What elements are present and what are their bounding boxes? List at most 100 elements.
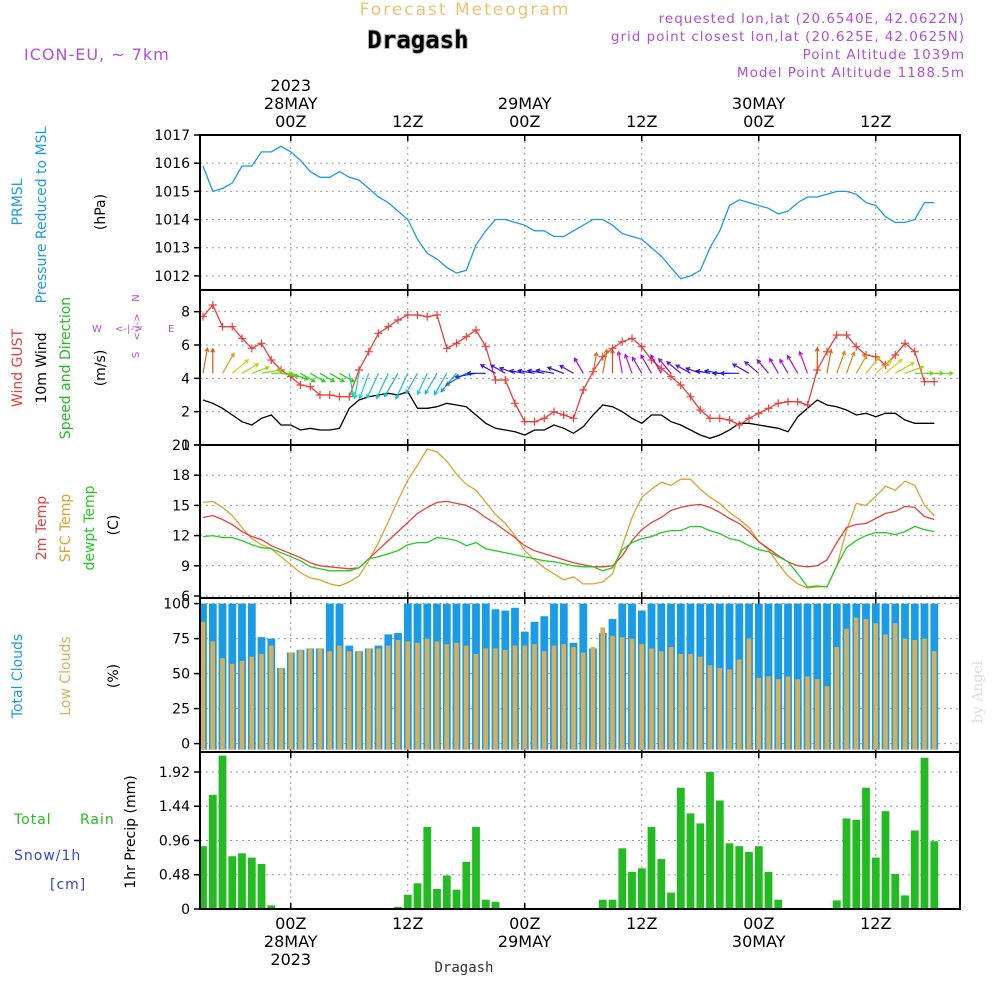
wind-y-tick-label: 0 [181,438,190,454]
low-clouds-bar [571,647,576,750]
wind-direction-arrow [904,365,925,374]
gust-marker [511,399,519,408]
low-clouds-bar [210,641,215,750]
low-clouds-bar [317,648,323,750]
wind-direction-arrow [526,368,545,374]
gust-marker [764,404,773,413]
low-clouds-bar [327,651,332,750]
pressure-labels: PRMSL Pressure Reduced to MSL (hPa) [10,126,109,303]
precip-bar [832,900,841,909]
gust-marker [910,347,919,356]
low-clouds-bar [707,665,713,750]
gust-marker [316,391,324,399]
low-clouds-bar [249,656,254,750]
top-time-label: 12Z [860,112,891,131]
low-clouds-bar [493,648,498,750]
wind-direction-arrow [202,346,210,374]
gust-marker [423,312,432,321]
precip-bar [754,846,763,909]
low-clouds-bar [717,668,722,750]
wind-labels: Wind GUST 10m Wind Speed and Direction (… [10,294,174,439]
compass-south: S [131,352,142,358]
wind-direction-arrow [366,373,380,399]
low-clouds-bar [444,644,449,750]
wind-direction-arrow [300,372,316,383]
gust-marker [569,414,578,423]
wind-direction-arrow [666,360,682,374]
low-clouds-bar [259,654,264,750]
top-time-label: 29MAY [498,94,552,113]
wind-direction-arrow [466,370,486,376]
temp-y-tick-label: 15 [172,498,190,514]
compass-east: E [168,324,174,335]
wind-direction-arrow [479,364,496,374]
model-altitude: Model Point Altitude 1188.5m [737,65,965,81]
bottom-time-label: 12Z [626,914,657,933]
gust-marker [686,392,695,401]
low-clouds-bar [454,642,459,750]
wind-direction-arrow [241,363,260,374]
precip-bar [481,899,490,909]
wind-y-tick-label: 2 [181,405,190,421]
low-clouds-bar [600,627,605,750]
wind-direction-arrow [309,372,327,383]
footer-location: Dragash [434,960,493,976]
precip-bar [676,787,685,909]
bottom-time-label: 29MAY [498,932,552,951]
gust-marker [901,339,909,348]
wind-direction-arrow [261,368,283,374]
low-clouds-bar [220,658,225,750]
low-clouds-bar [502,649,508,750]
precip-bar [218,755,227,909]
low-clouds-bar [229,663,235,750]
temp-labels: 2m Temp SFC Temp dewpt Temp (C) [34,485,122,570]
low-clouds-bar [532,644,537,750]
low-clouds-bar [463,645,469,750]
low-clouds-bar [610,635,615,750]
precip-axis-label: 1hr Precip (mm) [123,775,139,888]
precip-bar [930,841,939,909]
precip-y-tick-label: 0.48 [159,868,190,884]
wind-direction-arrow [875,359,893,374]
clouds-y-tick-label: 75 [172,632,190,648]
precip-bar [199,846,207,909]
low-clouds-bar [853,617,859,750]
low-clouds-bar [844,628,849,750]
total-label: Total [13,812,52,828]
wind-direction-arrow [383,373,399,398]
wind-speed-line [202,390,935,439]
wind-direction-arrow [221,352,235,374]
wind-direction-arrow [329,372,346,383]
precip-bar [920,757,929,909]
wind-direction-arrow [602,348,609,374]
precip-bar [764,871,773,909]
low-clouds-bar [629,638,635,750]
temp-y-tick-label: 12 [172,529,190,545]
wind-direction-arrow [731,363,750,374]
wind-direction-arrow [352,373,360,400]
bottom-time-label: 28MAY [264,932,318,951]
bottom-time-label: 12Z [392,914,423,933]
precip-bar [433,889,441,909]
low-clouds-bar [756,677,761,750]
low-clouds-bar [580,652,586,750]
bottom-time-label: 00Z [509,914,540,933]
sfc-temp-label: SFC Temp [58,494,74,563]
pressure-y-tick-label: 1015 [154,184,190,200]
gust-marker [374,329,383,338]
gust-marker [413,311,422,319]
precip-bar [403,894,412,909]
total-clouds-bar [754,603,763,750]
wind-direction-arrow [424,373,438,395]
gust-marker [462,332,471,341]
wind-direction-arrow [454,372,477,379]
precip-bar [267,905,276,909]
top-time-label: 12Z [626,112,657,131]
precip-bar [618,848,627,909]
wind-direction-arrow [319,372,336,383]
wind-direction-arrow [339,372,356,383]
gust-marker [832,331,841,339]
precip-bar [667,892,675,909]
gust-marker [325,391,334,399]
